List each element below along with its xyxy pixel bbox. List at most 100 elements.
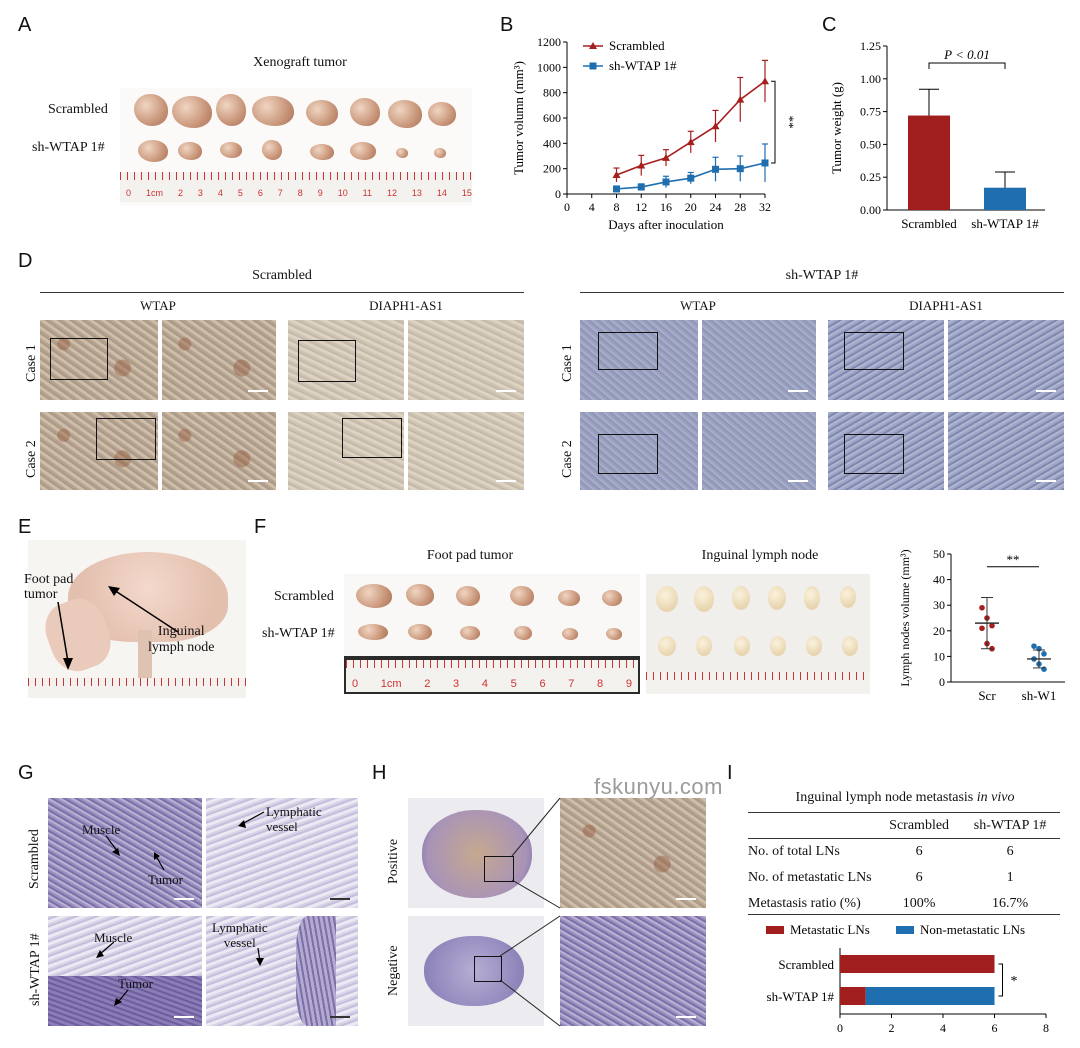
data-point — [761, 77, 769, 85]
panel-c-label: C — [822, 14, 837, 36]
panel-i-table-title: Inguinal lymph node metastasis in vivo — [750, 790, 1060, 806]
panel-g-muscle-1: Muscle — [82, 822, 121, 837]
table-row-name: No. of metastatic LNs — [748, 870, 872, 885]
ihc-sh-diaph-case2-high — [948, 412, 1064, 490]
legend-swatch — [766, 926, 784, 934]
data-point — [761, 159, 769, 167]
panel-a-ruler-ticks: 0 1cm 2 3 4 5 6 7 8 9 10 11 12 13 14 15 — [126, 188, 472, 198]
panel-i-title-text: Inguinal lymph node metastasis — [795, 790, 974, 805]
he-scr-lymphatic-vessel — [206, 798, 358, 908]
panel-f-foot-title: Foot pad tumor — [426, 548, 514, 563]
he-negative-high — [560, 916, 706, 1026]
y-tick-label: 0 — [555, 187, 561, 201]
y-tick-label: 40 — [933, 573, 945, 587]
data-point — [712, 165, 719, 173]
ruler-tick: 8 — [597, 678, 604, 690]
data-point — [1041, 666, 1047, 672]
x-tick-label: 0 — [837, 1021, 843, 1035]
y-tick-label: 600 — [543, 111, 561, 125]
ruler-tick: 5 — [510, 678, 517, 690]
panel-f-lymph-title: Inguinal lymph node — [701, 548, 819, 563]
data-point — [687, 174, 695, 182]
panel-d-col-diaph-2: DIAPH1-AS1 — [909, 298, 983, 313]
bar — [984, 187, 1026, 210]
table-row: Metastasis ratio (%) 100% 16.7% — [748, 891, 1060, 917]
data-point — [711, 122, 720, 130]
y-tick-label: 0.75 — [860, 105, 881, 119]
ihc-sh-diaph-case1-low — [828, 320, 944, 400]
y-tick-label: 50 — [933, 547, 945, 561]
ihc-scr-wtap-case1-low — [40, 320, 158, 400]
ruler-tick: 14 — [436, 188, 447, 198]
ruler-tick: 11 — [362, 188, 372, 198]
panel-a-title: Xenograft tumor — [253, 55, 347, 70]
panel-e-lymph-label: Inguinal lymph node — [148, 624, 215, 655]
y-tick-label: 1200 — [537, 35, 561, 49]
panel-h-negative-label: Negative — [386, 945, 401, 996]
x-tick-label: 6 — [992, 1021, 998, 1035]
x-tick-label: 0 — [564, 200, 570, 214]
data-point — [686, 138, 695, 146]
y-tick-label: 0.50 — [860, 137, 881, 151]
x-tick-label: 28 — [734, 200, 746, 214]
ruler-tick: 3 — [453, 678, 460, 690]
significance-bracket — [998, 963, 1003, 997]
x-tick-label: 2 — [889, 1021, 895, 1035]
ruler-tick: 2 — [177, 188, 183, 198]
ihc-scr-diaph-case1-low — [288, 320, 404, 400]
ruler-tick: 1cm — [145, 188, 163, 198]
panel-g-muscle-2: Muscle — [94, 930, 133, 945]
panel-f-row2-label: sh-WTAP 1# — [262, 626, 335, 641]
ruler-tick: 5 — [237, 188, 243, 198]
data-point — [1031, 643, 1037, 649]
table-cell: 1 — [1006, 870, 1014, 885]
data-point — [662, 153, 670, 161]
x-axis-label: Days after inoculation — [608, 217, 724, 232]
y-tick-label: 200 — [543, 162, 561, 176]
legend-label: Metastatic LNs — [790, 922, 870, 937]
p-value-label: P < 0.01 — [943, 47, 990, 62]
significance-label: ** — [1007, 552, 1020, 567]
y-tick-label: 1.00 — [860, 72, 881, 86]
ihc-scr-diaph-case1-high — [408, 320, 524, 400]
panel-f-row1-label: Scrambled — [274, 589, 334, 604]
y-axis-label: Tumor volumn (mm³) — [511, 61, 526, 175]
ihc-sh-wtap-case2-low — [580, 412, 698, 490]
he-positive-high — [560, 798, 706, 908]
y-tick-label: 0 — [939, 675, 945, 689]
x-tick-label: 16 — [660, 200, 672, 214]
data-point — [979, 604, 985, 611]
x-tick-label: sh-WTAP 1# — [971, 216, 1039, 231]
panel-g-row1-label: Scrambled — [27, 829, 42, 889]
significance-label: * — [1011, 974, 1018, 989]
x-tick-label: Scr — [978, 688, 996, 703]
ruler-tick: 0 — [352, 678, 359, 690]
table-cell: 6 — [915, 844, 923, 859]
data-point — [989, 622, 995, 629]
ruler-tick: 2 — [424, 678, 431, 690]
ruler-tick: 10 — [337, 188, 348, 198]
ruler-tick: 9 — [317, 188, 323, 198]
ruler-tick: 9 — [625, 678, 632, 690]
tumor-volume-chart: 0 200 400 600 800 1000 1200 0 4 8 12 16 20 24 28 32 Days… — [511, 35, 797, 232]
ruler-tick: 0 — [126, 188, 132, 198]
panel-d-group2: sh-WTAP 1# — [785, 268, 859, 283]
panel-g-label: G — [18, 762, 34, 784]
panel-d-col-wtap-1: WTAP — [140, 298, 176, 313]
ruler-tick: 3 — [197, 188, 203, 198]
x-tick-label: 8 — [1043, 1021, 1049, 1035]
foot-pad-tumor-photo: 0 1cm 2 3 4 5 6 7 8 9 — [344, 574, 640, 694]
y-tick-label: Scrambled — [778, 957, 834, 972]
panel-g-vessel-2: Lymphatic vessel — [212, 920, 268, 950]
panel-e-arrows — [57, 586, 179, 670]
panel-a-row2-label: sh-WTAP 1# — [32, 140, 105, 155]
table-row-name: Metastasis ratio (%) — [748, 896, 861, 911]
table-col2: sh-WTAP 1# — [973, 818, 1047, 833]
he-negative-low — [408, 916, 544, 1026]
y-tick-label: 1.25 — [860, 39, 881, 53]
ruler-tick: 15 — [461, 188, 472, 198]
panel-d-group1: Scrambled — [252, 268, 312, 283]
y-tick-label: 800 — [543, 86, 561, 100]
bar-segment — [840, 987, 866, 1005]
panel-h-positive-label: Positive — [386, 838, 401, 884]
